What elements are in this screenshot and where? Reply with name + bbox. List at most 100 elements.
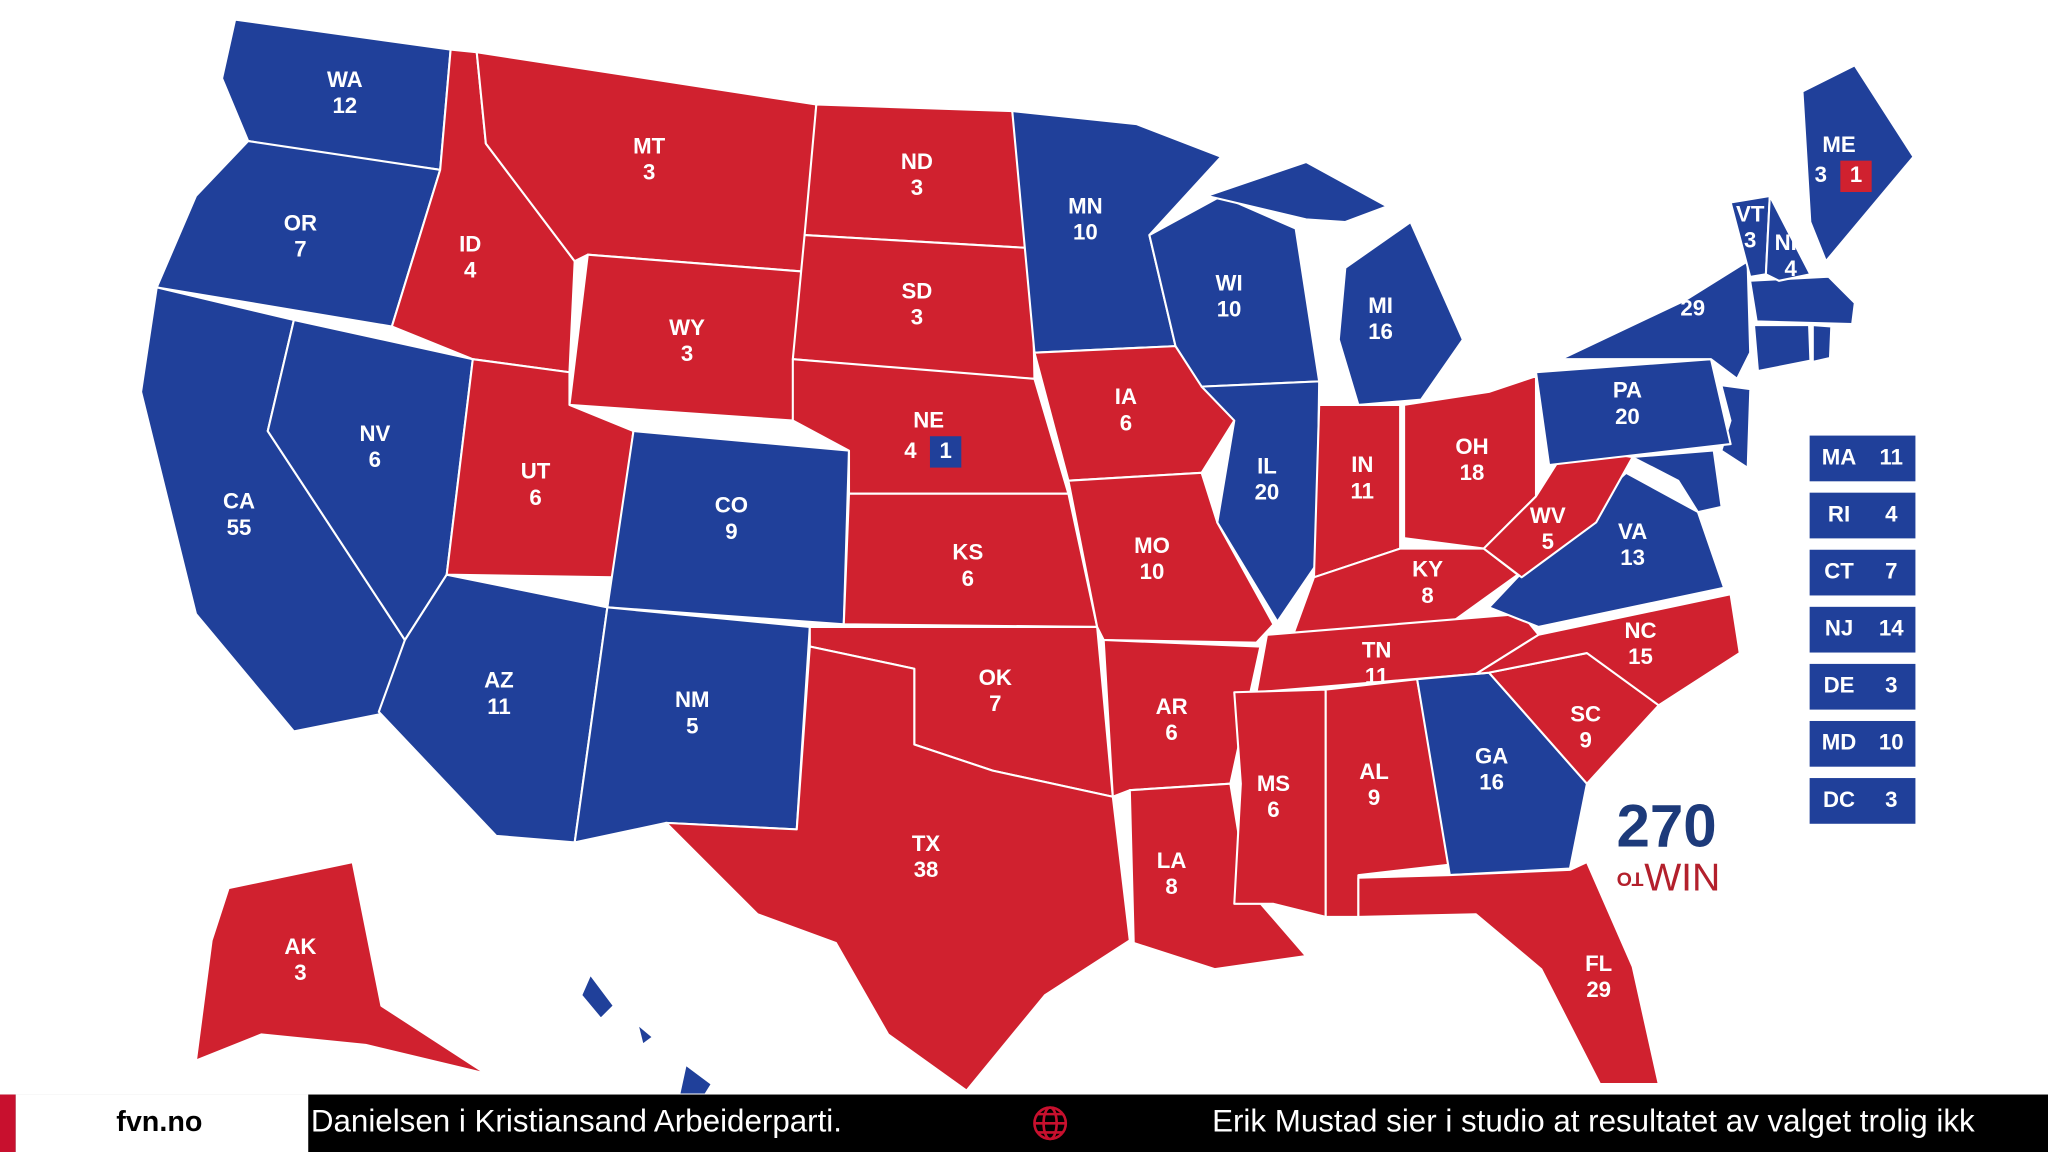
state-votes: 11: [1351, 478, 1374, 503]
state-label: OR: [284, 211, 317, 236]
state-box-label: NJ: [1825, 616, 1853, 641]
state-votes: 16: [1368, 319, 1393, 344]
state-label: AL: [1359, 759, 1389, 784]
state-label: NH: [1775, 230, 1807, 255]
state-votes: 29: [1586, 977, 1611, 1002]
state-votes: 6: [962, 566, 974, 591]
state-votes: 4: [904, 438, 917, 463]
state-shape: [1720, 384, 1752, 470]
state-box-label: DE: [1824, 673, 1855, 698]
state-votes: 4: [1785, 256, 1798, 281]
state-label: VT: [1736, 201, 1765, 226]
state-shape: [1357, 860, 1660, 1086]
state-votes: 5: [1542, 529, 1554, 554]
logo-number: 270: [1616, 793, 1716, 860]
globe-icon: [1033, 1106, 1068, 1141]
state-votes: 3: [911, 175, 923, 200]
state-label: ND: [901, 149, 933, 174]
ticker-site-bg: [15, 1094, 309, 1152]
state-label: KY: [1412, 557, 1443, 582]
state-shape: [1033, 345, 1236, 482]
state-box-label: MA: [1822, 444, 1857, 469]
state-votes: 3: [643, 160, 655, 185]
state-box: [1808, 548, 1917, 597]
state-label: CA: [223, 489, 255, 514]
logo: 270 TO WIN: [1616, 793, 1720, 900]
state-votes: 29: [1680, 295, 1705, 320]
state-box: [1808, 491, 1917, 540]
state-label: OK: [979, 665, 1012, 690]
ticker-site: fvn.no: [116, 1106, 202, 1138]
state-votes: 3: [911, 305, 923, 330]
state-label: MO: [1134, 533, 1170, 558]
state-votes: 6: [1120, 410, 1132, 435]
state-shape: [665, 645, 1131, 1092]
state-votes: 55: [227, 515, 252, 540]
state-votes: 6: [1165, 720, 1177, 745]
state-box: [1808, 605, 1917, 654]
state-label: GA: [1475, 743, 1508, 768]
state-shape: [1067, 471, 1275, 644]
state-box-votes: 10: [1879, 730, 1904, 755]
state-label: SC: [1570, 702, 1601, 727]
state-votes: 11: [487, 694, 510, 719]
state-box-votes: 3: [1885, 787, 1897, 812]
state-label: ME: [1822, 132, 1855, 157]
state-box-label: CT: [1824, 558, 1854, 583]
state-votes: 20: [1615, 404, 1640, 429]
state-label: IL: [1257, 453, 1277, 478]
state-box-votes: 11: [1880, 444, 1903, 469]
state-shape: [1753, 324, 1812, 373]
state-label: CO: [715, 493, 748, 518]
state-label: PA: [1613, 378, 1642, 403]
state-label: OH: [1455, 434, 1488, 459]
state-votes: 6: [1267, 797, 1279, 822]
state-votes: 9: [1579, 728, 1591, 753]
state-votes: 13: [1620, 545, 1645, 570]
state-label: KS: [952, 540, 983, 565]
state-shape: [678, 1063, 713, 1096]
ticker-headline: Danielsen i Kristiansand Arbeiderparti.: [311, 1104, 842, 1139]
state-votes: 9: [725, 519, 737, 544]
state-label: IA: [1115, 384, 1137, 409]
state-label: AK: [284, 934, 316, 959]
state-label: WA: [327, 67, 363, 92]
state-label: WV: [1530, 503, 1566, 528]
state-box-votes: 3: [1885, 673, 1897, 698]
split-box: [1840, 160, 1872, 192]
state-shape: [194, 860, 487, 1075]
state-label: AR: [1156, 694, 1188, 719]
state-label: MN: [1068, 194, 1103, 219]
state-shape: [580, 973, 615, 1020]
ticker-headline: Erik Mustad sier i studio at resultatet …: [1212, 1104, 1975, 1139]
state-shape: [636, 1022, 655, 1046]
state-box-votes: 14: [1879, 616, 1904, 641]
small-states: [1629, 275, 1856, 514]
state-shape: [1534, 358, 1732, 467]
state-votes: 9: [1368, 785, 1380, 810]
state-box-votes: 7: [1885, 558, 1897, 583]
state-label: TX: [912, 831, 941, 856]
split-votes: 1: [1850, 162, 1862, 187]
state-votes: 3: [1815, 162, 1827, 187]
state-box: [1808, 434, 1917, 483]
state-label: NV: [359, 421, 390, 446]
state-votes: 38: [914, 857, 939, 882]
split-votes: 1: [939, 438, 951, 463]
state-shape: [1233, 688, 1327, 918]
state-shape: [1629, 449, 1723, 514]
state-label: ID: [459, 231, 481, 256]
state-box-label: DC: [1823, 787, 1855, 812]
ticker-accent: [0, 1094, 16, 1152]
state-label: MS: [1257, 771, 1290, 796]
ticker: fvn.no Danielsen i Kristiansand Arbeider…: [0, 1094, 2048, 1152]
state-votes: 8: [1165, 874, 1177, 899]
state-votes: 4: [464, 258, 477, 283]
state-shape: [1559, 260, 1752, 380]
state-votes: 15: [1628, 644, 1653, 669]
state-shape: [1200, 380, 1321, 623]
state-label: IN: [1351, 452, 1373, 477]
state-votes: 3: [681, 341, 693, 366]
